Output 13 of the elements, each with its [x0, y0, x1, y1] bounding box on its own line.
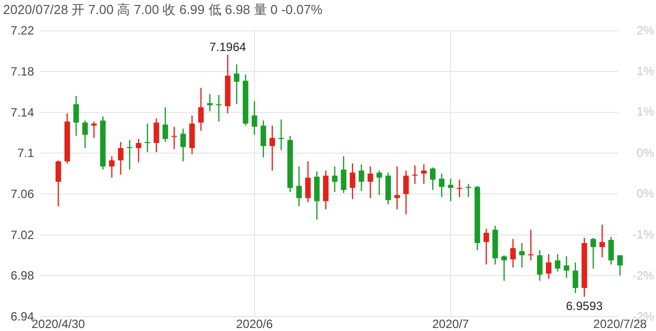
- y-tick-label: 7.22: [10, 24, 34, 38]
- y-tick-label: 6.98: [10, 268, 34, 283]
- y-tick-label: 7.02: [10, 228, 34, 242]
- annotation: 6.9593: [566, 298, 604, 313]
- y-tick-label: 6.94: [10, 310, 34, 324]
- y-tick-label: 7.14: [10, 105, 34, 120]
- annotation: 7.1964: [209, 40, 246, 54]
- y-tick-label: 7.06: [10, 187, 34, 202]
- x-tick-label: 2020/6: [236, 317, 274, 331]
- chart-title: 2020/07/28 开 7.00 高 7.00 收 6.99 低 6.98 量 0 -0.07%: [3, 2, 323, 17]
- y-tick-label: 7.18: [10, 64, 34, 79]
- y-tick-label: 7.1: [17, 146, 34, 160]
- x-tick-label: 2020/7: [432, 317, 470, 331]
